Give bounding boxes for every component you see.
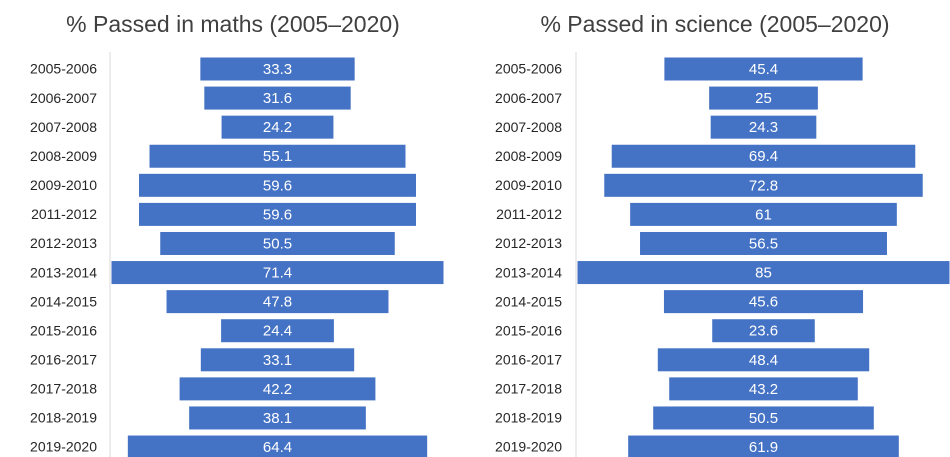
category-label: 2019-2020 bbox=[495, 439, 562, 455]
data-label: 85 bbox=[755, 265, 772, 282]
data-label: 56.5 bbox=[749, 235, 778, 252]
bar bbox=[662, 289, 865, 315]
bar bbox=[159, 230, 396, 256]
data-label: 33.1 bbox=[263, 352, 292, 369]
data-label: 23.6 bbox=[749, 323, 778, 340]
bar bbox=[711, 318, 816, 344]
bar bbox=[178, 376, 377, 402]
data-label: 64.4 bbox=[263, 439, 292, 456]
bar bbox=[165, 289, 390, 315]
category-label: 2014-2015 bbox=[30, 293, 97, 309]
category-label: 2015-2016 bbox=[30, 322, 97, 338]
bar bbox=[709, 114, 818, 140]
category-label: 2017-2018 bbox=[495, 381, 562, 397]
category-label: 2013-2014 bbox=[30, 264, 97, 280]
category-label: 2012-2013 bbox=[495, 235, 562, 251]
data-label: 50.5 bbox=[749, 410, 778, 427]
bar bbox=[203, 85, 352, 111]
category-label: 2013-2014 bbox=[495, 264, 562, 280]
data-label: 42.2 bbox=[263, 381, 292, 398]
chart: % Passed in science (2005–2020) 2005-2006… bbox=[495, 11, 950, 457]
data-label: 50.5 bbox=[263, 235, 292, 252]
bar bbox=[639, 230, 888, 256]
data-label: 33.3 bbox=[263, 61, 292, 78]
category-label: 2015-2016 bbox=[495, 322, 562, 338]
data-label: 31.6 bbox=[263, 90, 292, 107]
category-label: 2014-2015 bbox=[495, 293, 562, 309]
data-label: 72.8 bbox=[749, 177, 778, 194]
category-label: 2016-2017 bbox=[30, 352, 97, 368]
category-label: 2018-2019 bbox=[495, 410, 562, 426]
chart-title: % Passed in science (2005–2020) bbox=[540, 11, 889, 37]
data-label: 45.4 bbox=[749, 61, 778, 78]
data-label: 71.4 bbox=[263, 265, 292, 282]
bar bbox=[668, 376, 859, 402]
data-label: 61 bbox=[755, 206, 772, 223]
category-label: 2006-2007 bbox=[495, 90, 562, 106]
data-label: 69.4 bbox=[749, 148, 778, 165]
bar bbox=[629, 201, 898, 227]
bar bbox=[708, 85, 819, 111]
category-label: 2009-2010 bbox=[495, 177, 562, 193]
bar bbox=[610, 143, 917, 169]
data-label: 43.2 bbox=[749, 381, 778, 398]
category-label: 2011-2012 bbox=[31, 206, 97, 222]
bar bbox=[126, 434, 429, 457]
bar bbox=[220, 114, 335, 140]
bar bbox=[656, 347, 871, 373]
bar bbox=[627, 434, 900, 457]
bar bbox=[110, 260, 445, 286]
bar bbox=[138, 201, 417, 227]
category-label: 2005-2006 bbox=[30, 61, 97, 77]
chart-title: % Passed in maths (2005–2020) bbox=[66, 11, 400, 37]
data-label: 38.1 bbox=[263, 410, 292, 427]
data-label: 25 bbox=[755, 90, 772, 107]
category-label: 2018-2019 bbox=[30, 410, 97, 426]
data-label: 24.2 bbox=[263, 119, 292, 136]
data-label: 45.6 bbox=[749, 294, 778, 311]
category-label: 2011-2012 bbox=[496, 206, 562, 222]
category-label: 2012-2013 bbox=[30, 235, 97, 251]
category-label: 2007-2008 bbox=[495, 119, 562, 135]
category-label: 2008-2009 bbox=[495, 148, 562, 164]
bar bbox=[576, 260, 950, 286]
category-label: 2016-2017 bbox=[495, 352, 562, 368]
bar bbox=[663, 56, 864, 82]
bar bbox=[220, 318, 335, 344]
category-label: 2019-2020 bbox=[30, 439, 97, 455]
bar bbox=[199, 347, 356, 373]
category-label: 2008-2009 bbox=[30, 148, 97, 164]
data-label: 47.8 bbox=[263, 294, 292, 311]
data-label: 59.6 bbox=[263, 206, 292, 223]
bar bbox=[138, 172, 417, 198]
data-label: 59.6 bbox=[263, 177, 292, 194]
category-label: 2017-2018 bbox=[30, 381, 97, 397]
data-label: 55.1 bbox=[263, 148, 292, 165]
category-label: 2006-2007 bbox=[30, 90, 97, 106]
data-label: 24.4 bbox=[263, 323, 292, 340]
data-label: 24.3 bbox=[749, 119, 778, 136]
bar bbox=[652, 405, 875, 431]
category-label: 2005-2006 bbox=[495, 61, 562, 77]
data-label: 61.9 bbox=[749, 439, 778, 456]
bar bbox=[603, 172, 924, 198]
data-label: 48.4 bbox=[749, 352, 778, 369]
category-label: 2007-2008 bbox=[30, 119, 97, 135]
bar bbox=[199, 56, 356, 82]
bar bbox=[188, 405, 367, 431]
category-label: 2009-2010 bbox=[30, 177, 97, 193]
chart: % Passed in maths (2005–2020) 2005-2006 33… bbox=[30, 11, 445, 457]
bar bbox=[148, 143, 407, 169]
